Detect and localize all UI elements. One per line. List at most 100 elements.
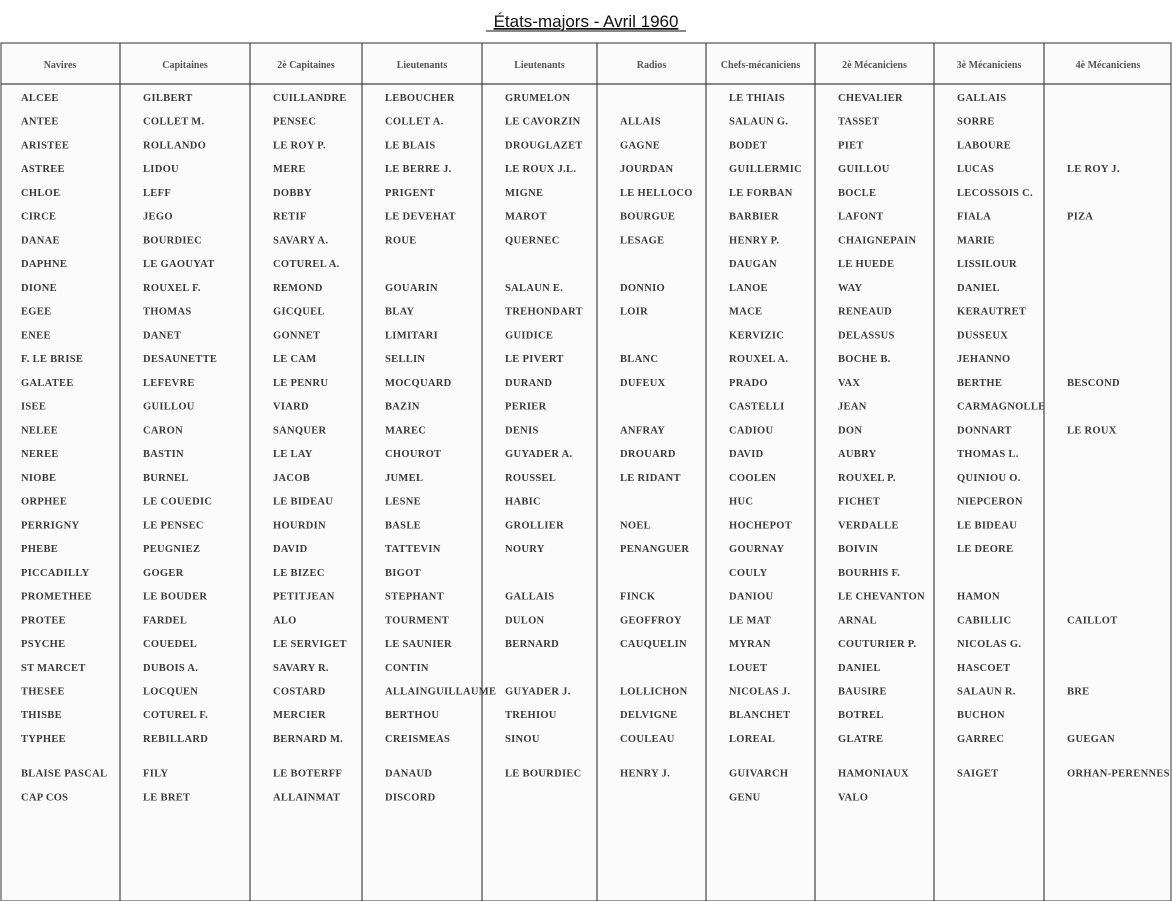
table-cell: MIGNE	[505, 188, 543, 199]
table-cell: DAUGAN	[729, 259, 777, 270]
table-cell: ROLLANDO	[143, 140, 206, 151]
table-cell: GUILLOU	[838, 164, 890, 175]
table-cell: BERNARD M.	[273, 734, 343, 745]
table-cell: LE CAVORZIN	[505, 117, 581, 128]
table-cell: BOCHE B.	[838, 354, 891, 365]
table-cell: LUCAS	[957, 164, 994, 175]
table-cell: PRADO	[729, 378, 768, 389]
table-cell: GILBERT	[143, 93, 193, 104]
table-cell: ANTEE	[21, 117, 59, 128]
table-cell: LESAGE	[620, 235, 664, 246]
table-cell: DONNART	[957, 425, 1012, 436]
table-cell: AUBRY	[838, 449, 877, 460]
table-cell: GUIDICE	[505, 330, 553, 341]
table-cell: LE CHEVANTON	[838, 592, 925, 603]
column-header: 2è Capitaines	[277, 60, 335, 71]
table-cell: LE BOTERFF	[273, 769, 342, 780]
table-cell: SAVARY R.	[273, 663, 329, 674]
table-cell: PENANGUER	[620, 544, 689, 555]
table-cell: PSYCHE	[21, 639, 65, 650]
table-cell: PIET	[838, 140, 864, 151]
table-cell: NICOLAS G.	[957, 639, 1021, 650]
table-cell: PENSEC	[273, 117, 316, 128]
table-cell: ALLAINMAT	[273, 792, 340, 803]
table-cell: ALO	[273, 615, 297, 626]
table-cell: COTUREL A.	[273, 259, 340, 270]
table-cell: NOURY	[505, 544, 545, 555]
table-cell: LE ROY P.	[273, 140, 326, 151]
table-cell: SELLIN	[385, 354, 425, 365]
table-cell: PERRIGNY	[21, 520, 80, 531]
table-cell: NOEL	[620, 520, 651, 531]
table-cell: HENRY P.	[729, 235, 779, 246]
table-cell: DISCORD	[385, 792, 436, 803]
table-cell: LISSILOUR	[957, 259, 1017, 270]
table-cell: GARREC	[957, 734, 1004, 745]
table-cell: HAMON	[957, 592, 1000, 603]
table-cell: MACE	[729, 307, 762, 318]
table-cell: WAY	[838, 283, 863, 294]
table-cell: CONTIN	[385, 663, 429, 674]
table-cell: DUSSEUX	[957, 330, 1008, 341]
table-cell: GOUARIN	[385, 283, 438, 294]
table-cell: PRIGENT	[385, 188, 435, 199]
table-cell: LIMITARI	[385, 330, 438, 341]
table-cell: REBILLARD	[143, 734, 208, 745]
table-cell: MERCIER	[273, 710, 326, 721]
table-cell: LOCQUEN	[143, 687, 198, 698]
table-cell: LOLLICHON	[620, 687, 688, 698]
table-cell: LE PENRU	[273, 378, 328, 389]
table-cell: DIONE	[21, 283, 57, 294]
table-cell: CHLOE	[21, 188, 60, 199]
table-cell: JEHANNO	[957, 354, 1010, 365]
table-cell: SORRE	[957, 117, 995, 128]
table-cell: RETIF	[273, 212, 307, 223]
table-cell: CASTELLI	[729, 402, 785, 413]
table-cell: DAPHNE	[21, 259, 67, 270]
table-cell: LE SERVIGET	[273, 639, 347, 650]
table-cell: QUERNEC	[505, 235, 560, 246]
table-cell: ROUE	[385, 235, 417, 246]
table-cell: LE MAT	[729, 615, 771, 626]
table-cell: SALAUN E.	[505, 283, 563, 294]
table-cell: GUEGAN	[1067, 734, 1115, 745]
table-cell: BERNARD	[505, 639, 559, 650]
table-cell: PHEBE	[21, 544, 58, 555]
table-cell: COULY	[729, 568, 768, 579]
table-cell: BAZIN	[385, 402, 420, 413]
table-cell: NIOBE	[21, 473, 56, 484]
table-cell: LE BIDEAU	[273, 497, 333, 508]
table-cell: DURAND	[505, 378, 552, 389]
table-cell: LECOSSOIS C.	[957, 188, 1033, 199]
table-cell: GONNET	[273, 330, 320, 341]
table-cell: CREISMEAS	[385, 734, 450, 745]
table-cell: LAFONT	[838, 212, 884, 223]
table-cell: CHAIGNEPAIN	[838, 235, 916, 246]
table-cell: NIEPCERON	[957, 497, 1023, 508]
table-cell: HOCHEPOT	[729, 520, 792, 531]
table-cell: LOUET	[729, 663, 767, 674]
table-cell: LOIR	[620, 307, 648, 318]
table-cell: ASTREE	[21, 164, 65, 175]
table-cell: DOBBY	[273, 188, 312, 199]
table-cell: SALAUN R.	[957, 687, 1016, 698]
table-cell: LE BOURDIEC	[505, 769, 582, 780]
column-header: 2è Mécaniciens	[842, 60, 907, 71]
table-cell: TATTEVIN	[385, 544, 441, 555]
table-cell: BLANCHET	[729, 710, 790, 721]
column-header: Navires	[44, 60, 77, 71]
table-cell: NELEE	[21, 425, 58, 436]
table-cell: KERAUTRET	[957, 307, 1026, 318]
table-cell: GALATEE	[21, 378, 74, 389]
table-cell: TOURMENT	[385, 615, 449, 626]
table-cell: BOIVIN	[838, 544, 878, 555]
table-cell: MOCQUARD	[385, 378, 452, 389]
table-cell: LESNE	[385, 497, 421, 508]
table-cell: QUINIOU O.	[957, 473, 1021, 484]
table-cell: NEREE	[21, 449, 59, 460]
table-cell: FICHET	[838, 497, 880, 508]
table-cell: PEUGNIEZ	[143, 544, 200, 555]
table-cell: PROTEE	[21, 615, 66, 626]
